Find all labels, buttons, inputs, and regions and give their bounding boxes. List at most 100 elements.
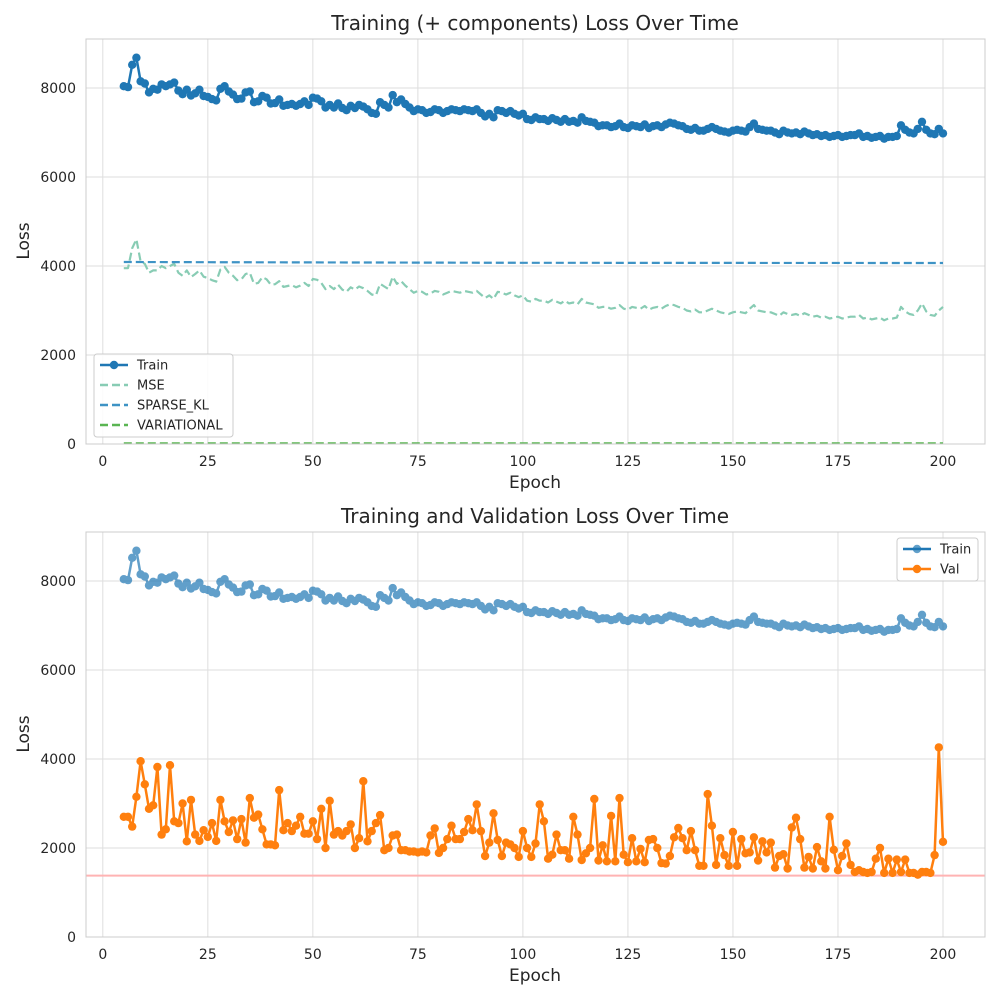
data-point: [648, 834, 658, 844]
chart-panel-train-val: Training and Validation Loss Over Time 0…: [14, 504, 986, 986]
data-point: [140, 79, 149, 88]
data-point: [800, 863, 809, 872]
data-point: [447, 821, 456, 830]
x-tick-label: 175: [825, 454, 852, 470]
data-point: [539, 817, 549, 826]
data-point: [136, 757, 145, 766]
legend-marker: [912, 564, 922, 574]
data-point: [829, 845, 838, 854]
data-point: [791, 813, 801, 822]
data-point: [128, 60, 137, 69]
data-point: [170, 571, 179, 580]
data-point: [174, 818, 183, 828]
chart-title: Training and Validation Loss Over Time: [340, 504, 729, 528]
x-tick-label: 0: [98, 454, 107, 470]
data-point: [762, 848, 771, 857]
x-tick-label: 175: [825, 947, 852, 963]
data-point: [602, 857, 612, 866]
data-point: [371, 109, 381, 119]
data-point: [896, 867, 906, 877]
data-point: [443, 834, 452, 844]
legend-item: SPARSE_KL: [100, 399, 210, 414]
data-point: [123, 82, 133, 92]
data-point: [732, 861, 742, 870]
data-point: [207, 818, 217, 828]
data-point: [132, 53, 141, 62]
data-point: [711, 860, 721, 870]
data-point: [590, 794, 599, 804]
data-point: [686, 826, 696, 836]
x-tick-label: 200: [930, 947, 957, 963]
data-point: [884, 854, 893, 863]
data-point: [728, 827, 738, 837]
data-point: [888, 868, 897, 878]
data-point: [745, 848, 754, 857]
x-tick-label: 50: [304, 947, 322, 963]
data-point: [153, 762, 162, 772]
data-point: [321, 843, 330, 853]
data-point: [577, 855, 586, 865]
data-point: [472, 800, 481, 809]
data-point: [497, 851, 507, 861]
data-point: [514, 852, 523, 862]
y-axis-label: Loss: [14, 715, 34, 752]
data-point: [489, 809, 498, 818]
data-point: [161, 825, 170, 834]
y-tick-label: 0: [67, 437, 76, 453]
data-point: [636, 844, 645, 854]
series-line: [123, 746, 945, 876]
data-point: [388, 583, 397, 593]
data-point: [359, 777, 368, 786]
data-point: [623, 858, 633, 867]
series-line: [123, 549, 944, 633]
data-point: [468, 826, 477, 835]
legend-item: Train: [903, 543, 971, 558]
data-point: [308, 817, 318, 826]
grid-lines: [86, 532, 985, 938]
data-point: [363, 837, 372, 846]
data-point: [489, 113, 498, 122]
data-point: [796, 834, 805, 844]
data-point: [228, 816, 238, 825]
y-tick-label: 4000: [40, 259, 76, 275]
legend-label: Train: [939, 543, 971, 558]
data-point: [913, 124, 922, 134]
data-point: [615, 793, 624, 803]
y-axis-label: Loss: [14, 222, 34, 259]
data-point: [384, 843, 393, 853]
x-tick-label: 50: [304, 454, 322, 470]
data-point: [195, 836, 204, 846]
legend-item: Val: [903, 563, 959, 578]
data-point: [821, 864, 830, 873]
y-tick-label: 2000: [40, 348, 76, 364]
data-point: [224, 827, 233, 837]
data-point: [459, 827, 469, 837]
series-mse: [123, 238, 944, 322]
data-point: [216, 795, 225, 805]
y-tick-label: 8000: [40, 574, 76, 590]
x-tick-label: 100: [510, 454, 537, 470]
x-tick-label: 150: [720, 454, 747, 470]
x-tick-label: 25: [199, 947, 217, 963]
y-tick-label: 2000: [40, 841, 76, 857]
data-point: [737, 834, 746, 844]
data-point: [367, 826, 376, 836]
data-point: [455, 834, 465, 844]
data-point: [682, 846, 691, 855]
data-point: [241, 838, 250, 847]
data-point: [699, 861, 708, 870]
x-axis-label: Epoch: [509, 473, 561, 493]
data-point: [317, 97, 326, 106]
legend-marker: [109, 360, 119, 370]
chart-title: Training (+ components) Loss Over Time: [330, 11, 739, 35]
legend-marker: [912, 544, 922, 554]
data-point: [128, 822, 137, 831]
series-layer: [86, 546, 985, 879]
y-tick-label: 6000: [40, 663, 76, 679]
data-point: [262, 586, 271, 595]
data-point: [716, 834, 725, 843]
data-point: [317, 804, 326, 813]
data-point: [371, 818, 381, 828]
y-tick-labels: 0 2000 4000 6000 8000: [40, 574, 76, 946]
data-point: [140, 572, 149, 581]
